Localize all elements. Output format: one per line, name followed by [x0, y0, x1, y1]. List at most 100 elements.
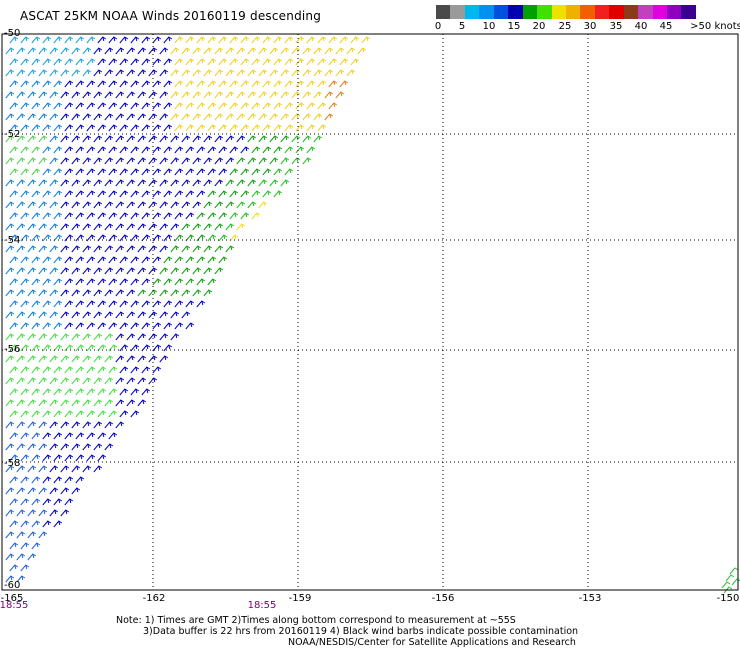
wind-barb — [97, 168, 107, 176]
wind-barb — [104, 311, 114, 319]
wind-barb — [148, 311, 158, 319]
wind-barb — [5, 553, 15, 561]
wind-barb — [163, 300, 173, 308]
wind-barb — [27, 91, 37, 99]
wind-barb — [148, 289, 158, 297]
wind-barb — [302, 47, 312, 55]
wind-barb — [20, 322, 30, 330]
wind-barb — [16, 421, 26, 429]
wind-barb — [20, 234, 30, 242]
wind-barb — [86, 168, 96, 176]
wind-barb — [152, 300, 162, 308]
wind-barb — [328, 36, 338, 44]
wind-barb — [27, 223, 37, 231]
wind-barb — [82, 47, 92, 55]
wind-barb — [108, 344, 118, 352]
wind-barb — [170, 289, 180, 297]
wind-barb — [93, 289, 103, 297]
wind-barb — [137, 223, 147, 231]
wind-barb — [93, 355, 103, 363]
wind-barb — [225, 245, 235, 253]
wind-barb — [38, 289, 48, 297]
wind-barb — [269, 113, 279, 121]
wind-barb — [97, 146, 107, 154]
legend-swatch — [580, 5, 595, 19]
wind-barb — [159, 333, 169, 341]
wind-barb — [82, 157, 92, 165]
wind-barb — [38, 377, 48, 385]
wind-barb — [42, 520, 52, 528]
wind-barb — [104, 355, 114, 363]
wind-barb — [42, 322, 52, 330]
wind-barb — [284, 168, 294, 176]
wind-barb — [159, 113, 169, 121]
wind-barb — [251, 58, 261, 66]
wind-barb — [49, 245, 59, 253]
wind-barb — [152, 36, 162, 44]
wind-barb — [75, 366, 85, 374]
wind-barb — [148, 355, 158, 363]
lon-label: -153 — [578, 593, 602, 604]
wind-barb — [148, 377, 158, 385]
wind-barb — [20, 124, 30, 132]
wind-barb — [152, 366, 162, 374]
wind-barb — [38, 135, 48, 143]
wind-barb — [9, 388, 19, 396]
wind-barb — [9, 80, 19, 88]
wind-barb — [115, 135, 125, 143]
wind-barb — [82, 135, 92, 143]
wind-barb — [280, 69, 290, 77]
wind-barb — [137, 135, 147, 143]
wind-barb — [75, 80, 85, 88]
wind-barb — [126, 267, 136, 275]
wind-barb — [20, 542, 30, 550]
wind-barb — [130, 344, 140, 352]
wind-barb — [185, 58, 195, 66]
wind-barb — [20, 388, 30, 396]
legend-label: 25 — [558, 21, 572, 32]
wind-barb — [97, 322, 107, 330]
wind-barb — [93, 179, 103, 187]
wind-barb — [346, 69, 356, 77]
wind-barb — [82, 355, 92, 363]
wind-barb — [163, 190, 173, 198]
wind-barb — [207, 36, 217, 44]
wind-barb — [317, 80, 327, 88]
wind-barb — [269, 179, 279, 187]
wind-barb — [159, 47, 169, 55]
wind-barb — [60, 509, 70, 517]
wind-barb — [119, 322, 129, 330]
wind-barb — [60, 69, 70, 77]
wind-barb — [137, 179, 147, 187]
wind-barb — [295, 124, 305, 132]
wind-barb — [16, 135, 26, 143]
wind-barb — [93, 443, 103, 451]
wind-barb — [229, 234, 239, 242]
wind-barb — [20, 564, 30, 572]
wind-barb — [9, 366, 19, 374]
wind-barb — [60, 377, 70, 385]
wind-barb — [16, 179, 26, 187]
wind-barb — [258, 179, 268, 187]
wind-barb — [130, 124, 140, 132]
wind-barb — [27, 135, 37, 143]
wind-barb — [163, 124, 173, 132]
wind-barb — [317, 58, 327, 66]
wind-barb — [108, 432, 118, 440]
wind-barb — [38, 47, 48, 55]
lon-label: -159 — [288, 593, 312, 604]
wind-barb — [49, 311, 59, 319]
wind-barb — [273, 102, 283, 110]
wind-barb — [141, 234, 151, 242]
wind-barb — [174, 300, 184, 308]
wind-barb — [9, 564, 19, 572]
wind-barb — [38, 223, 48, 231]
wind-barb — [104, 333, 114, 341]
wind-barb — [42, 454, 52, 462]
wind-barb — [42, 256, 52, 264]
wind-barb — [49, 91, 59, 99]
wind-barb — [196, 300, 206, 308]
wind-barb — [262, 58, 272, 66]
note-line: NOAA/NESDIS/Center for Satellite Applica… — [288, 637, 576, 648]
wind-barb — [306, 36, 316, 44]
